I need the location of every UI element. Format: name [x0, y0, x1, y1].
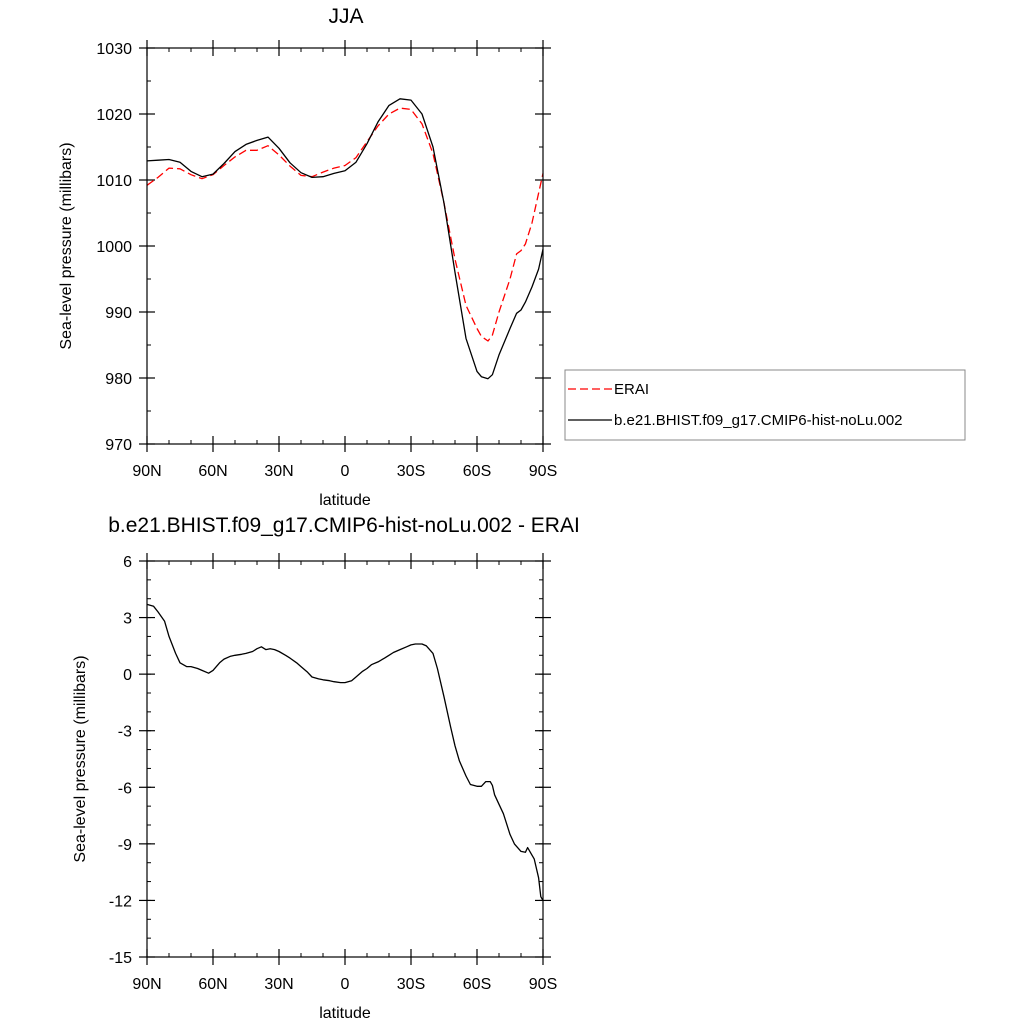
- bottom-y-tick-label: -15: [109, 950, 132, 967]
- bottom-x-tick-label: 30N: [264, 976, 293, 993]
- bottom-plot-ticks: [139, 553, 551, 965]
- bottom-plot-series: [146, 603, 544, 901]
- top-plot-frame: [146, 47, 544, 445]
- top-x-tick-label: 30S: [397, 463, 425, 480]
- top-y-tick-label: 1010: [96, 173, 132, 190]
- top-y-tick-label: 1030: [96, 41, 132, 58]
- top-panel: JJA 90N 60N 30N 0 30S 60S 90S 970 980 990 1000 1010…: [58, 5, 557, 509]
- top-y-tick-label: 1000: [96, 239, 132, 256]
- bottom-y-tick-label: 3: [123, 611, 132, 628]
- top-plot-ticks: [139, 40, 551, 452]
- bottom-x-tick-label: 90N: [132, 976, 161, 993]
- top-x-tick-label: 90N: [132, 463, 161, 480]
- bottom-plot-frame: [146, 560, 544, 958]
- bottom-series-line-difference: [146, 603, 544, 901]
- bottom-x-tick-label: 90S: [529, 976, 557, 993]
- top-plot-series: [146, 98, 544, 380]
- top-y-axis-label: Sea-level pressure (millibars): [58, 142, 75, 349]
- top-y-tick-label: 980: [105, 371, 132, 388]
- top-x-tick-label: 30N: [264, 463, 293, 480]
- top-series-line-erai: [146, 107, 544, 342]
- top-x-tick-label: 90S: [529, 463, 557, 480]
- legend-label-erai: ERAI: [614, 381, 649, 398]
- top-x-axis-label: latitude: [319, 492, 371, 509]
- bottom-x-tick-label: 60N: [198, 976, 227, 993]
- bottom-x-axis-label: latitude: [319, 1005, 371, 1022]
- top-x-tick-label: 0: [341, 463, 350, 480]
- bottom-y-tick-label: -12: [109, 893, 132, 910]
- bottom-x-tick-label: 0: [341, 976, 350, 993]
- top-y-tick-label: 970: [105, 437, 132, 454]
- top-tick-labels: 90N 60N 30N 0 30S 60S 90S 970 980 990 1000 1010 1020…: [96, 41, 557, 480]
- top-y-tick-label: 990: [105, 305, 132, 322]
- top-x-tick-label: 60S: [463, 463, 491, 480]
- top-x-tick-label: 60N: [198, 463, 227, 480]
- bottom-x-tick-label: 30S: [397, 976, 425, 993]
- bottom-y-axis-label: Sea-level pressure (millibars): [72, 655, 89, 862]
- top-chart-title: JJA: [328, 5, 363, 28]
- bottom-panel: b.e21.BHIST.f09_g17.CMIP6-hist-noLu.002 …: [72, 514, 580, 1022]
- top-series-line-model: [146, 98, 544, 380]
- bottom-y-tick-label: -6: [118, 780, 132, 797]
- legend-label-model: b.e21.BHIST.f09_g17.CMIP6-hist-noLu.002: [614, 412, 903, 429]
- top-y-tick-label: 1020: [96, 107, 132, 124]
- bottom-y-tick-label: 6: [123, 554, 132, 571]
- bottom-y-tick-label: -9: [118, 837, 132, 854]
- bottom-x-tick-label: 60S: [463, 976, 491, 993]
- legend: ERAI b.e21.BHIST.f09_g17.CMIP6-hist-noLu…: [564, 369, 966, 441]
- bottom-chart-title: b.e21.BHIST.f09_g17.CMIP6-hist-noLu.002 …: [108, 514, 580, 537]
- bottom-y-tick-label: 0: [123, 667, 132, 684]
- bottom-y-tick-label: -3: [118, 724, 132, 741]
- legend-box: [564, 369, 966, 441]
- bottom-tick-labels: 90N 60N 30N 0 30S 60S 90S -15 -12 -9 -6 -3 0 3 6: [109, 554, 557, 993]
